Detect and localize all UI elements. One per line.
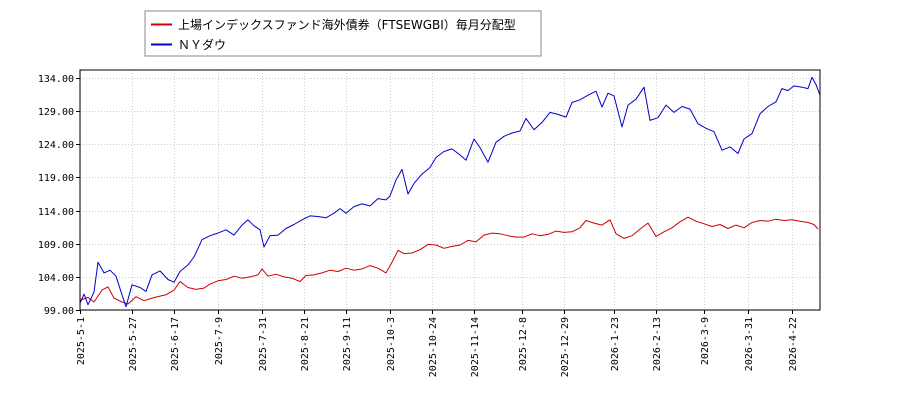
x-tick-label: 2026-2-13 — [652, 317, 663, 371]
legend-label-ny-dow: ＮＹダウ — [178, 37, 226, 52]
y-tick-label: 134.00 — [38, 74, 74, 85]
x-axis-ticks: 2025-5-1 2025-5-27 2025-6-17 2025-7-9 2025-7… — [76, 310, 799, 377]
x-tick-label: 2025-10-3 — [386, 317, 397, 371]
x-tick-label: 2025-7-9 — [214, 317, 225, 365]
series-lines — [79, 76, 821, 308]
y-tick-label: 129.00 — [38, 107, 74, 118]
y-tick-label: 104.00 — [38, 273, 74, 284]
x-tick-label: 2025-12-29 — [560, 317, 571, 377]
x-tick-label: 2025-5-1 — [76, 317, 87, 365]
y-tick-label: 124.00 — [38, 140, 74, 151]
x-tick-label: 2026-1-23 — [610, 317, 621, 371]
y-tick-label: 109.00 — [38, 240, 74, 251]
x-tick-label: 2026-3-31 — [744, 317, 755, 371]
x-tick-label: 2025-12-8 — [518, 317, 529, 371]
x-tick-label: 2025-10-24 — [428, 317, 439, 377]
y-tick-label: 99.00 — [44, 306, 74, 317]
y-tick-label: 114.00 — [38, 207, 74, 218]
y-tick-label: 119.00 — [38, 173, 74, 184]
x-tick-label: 2026-4-22 — [788, 317, 799, 371]
x-tick-label: 2026-3-9 — [700, 317, 711, 365]
legend-box — [144, 10, 542, 57]
gridlines — [80, 70, 820, 311]
y-axis-ticks: 99.00 104.00 109.00 114.00 119.00 124.00 129.0… — [38, 74, 80, 317]
x-tick-label: 2025-11-14 — [470, 317, 481, 377]
x-tick-label: 2025-9-11 — [342, 317, 353, 371]
x-tick-label: 2025-7-31 — [258, 317, 269, 371]
x-tick-label: 2025-8-21 — [300, 317, 311, 371]
x-tick-label: 2025-5-27 — [128, 317, 139, 371]
x-tick-label: 2025-6-17 — [170, 317, 181, 371]
legend-label-bond-fund: 上場インデックスファンド海外債券（FTSEWGBI）毎月分配型 — [178, 17, 516, 32]
legend: 上場インデックスファンド海外債券（FTSEWGBI）毎月分配型 ＮＹダウ — [144, 10, 542, 57]
ny-dow-line — [79, 76, 821, 308]
bond-fund-line — [79, 216, 819, 305]
plot-area-frame — [79, 69, 821, 311]
